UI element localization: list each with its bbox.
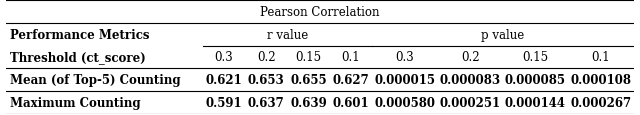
Text: 0.627: 0.627: [332, 74, 369, 86]
Text: Performance Metrics: Performance Metrics: [10, 29, 149, 41]
Text: 0.000108: 0.000108: [570, 74, 632, 86]
Text: 0.591: 0.591: [205, 96, 242, 109]
Text: Maximum Counting: Maximum Counting: [10, 96, 140, 109]
Text: 0.621: 0.621: [205, 74, 242, 86]
Text: 0.3: 0.3: [214, 51, 233, 64]
Text: 0.000251: 0.000251: [440, 96, 500, 109]
Text: 0.3: 0.3: [396, 51, 414, 64]
Text: 0.15: 0.15: [296, 51, 321, 64]
Text: Mean (of Top-5) Counting: Mean (of Top-5) Counting: [10, 74, 180, 86]
Text: 0.000015: 0.000015: [374, 74, 435, 86]
Text: 0.000083: 0.000083: [440, 74, 500, 86]
Text: 0.1: 0.1: [591, 51, 610, 64]
Text: r value: r value: [267, 29, 308, 41]
Text: Threshold (ct_score): Threshold (ct_score): [10, 51, 145, 64]
Text: 0.000144: 0.000144: [505, 96, 566, 109]
Text: 0.637: 0.637: [248, 96, 285, 109]
Text: Pearson Correlation: Pearson Correlation: [260, 6, 380, 19]
Text: 0.601: 0.601: [332, 96, 369, 109]
Text: p value: p value: [481, 29, 524, 41]
Text: 0.000085: 0.000085: [505, 74, 566, 86]
Text: 0.000580: 0.000580: [374, 96, 435, 109]
Text: 0.000267: 0.000267: [570, 96, 632, 109]
Text: 0.639: 0.639: [290, 96, 327, 109]
Text: 0.1: 0.1: [342, 51, 360, 64]
Text: 0.15: 0.15: [522, 51, 548, 64]
Text: 0.2: 0.2: [461, 51, 479, 64]
Text: 0.2: 0.2: [257, 51, 275, 64]
Text: 0.655: 0.655: [290, 74, 327, 86]
Text: 0.653: 0.653: [248, 74, 285, 86]
